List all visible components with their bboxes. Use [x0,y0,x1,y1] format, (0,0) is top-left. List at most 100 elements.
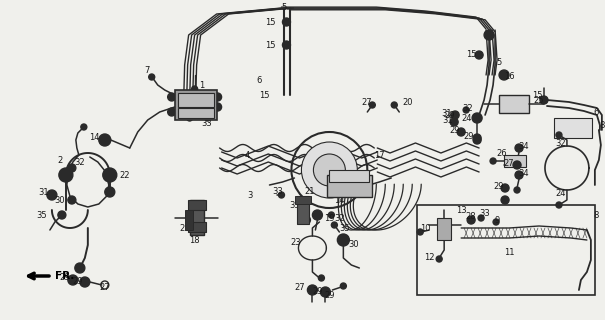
Circle shape [59,168,73,182]
Bar [298,196,309,224]
Circle shape [301,142,358,198]
Circle shape [369,102,375,108]
Text: 23: 23 [290,237,301,246]
Text: 1: 1 [199,81,204,90]
Circle shape [338,234,349,246]
Bar [554,118,592,138]
Text: 21: 21 [180,223,190,233]
Circle shape [80,277,90,287]
Text: 34: 34 [518,169,529,178]
Text: 31: 31 [39,188,49,196]
Circle shape [204,115,211,121]
Text: 24: 24 [462,114,473,123]
Text: 29: 29 [494,181,505,190]
Circle shape [102,137,108,143]
Circle shape [107,189,113,195]
Text: 21: 21 [304,187,315,196]
Circle shape [556,202,562,208]
Text: 35: 35 [339,223,350,233]
Text: 31: 31 [441,108,451,117]
Bar [185,210,192,230]
Circle shape [168,93,175,101]
Circle shape [490,158,496,164]
Circle shape [556,132,562,138]
Circle shape [478,215,484,221]
Circle shape [514,187,520,193]
Circle shape [451,111,459,119]
Bar [327,175,372,197]
Circle shape [81,124,87,130]
Circle shape [459,130,463,134]
Text: 7: 7 [144,66,149,75]
Circle shape [283,18,290,26]
Circle shape [540,96,548,104]
Text: 29: 29 [73,277,83,286]
Text: 3: 3 [247,190,252,199]
Circle shape [515,144,523,152]
Circle shape [58,211,66,219]
Circle shape [187,115,192,121]
Circle shape [283,41,290,49]
Circle shape [473,134,481,142]
Text: 15: 15 [260,91,270,100]
Text: 9: 9 [494,215,500,225]
Text: 31: 31 [442,116,453,124]
Circle shape [463,107,469,113]
Text: 2: 2 [57,156,62,164]
Circle shape [47,190,57,200]
Text: 15: 15 [466,50,476,59]
Text: 33: 33 [480,209,491,218]
Text: 32: 32 [555,139,566,148]
Circle shape [278,192,284,198]
Circle shape [484,30,494,40]
Circle shape [457,128,465,136]
Text: 32: 32 [462,103,473,113]
Circle shape [329,212,335,218]
Text: 28: 28 [466,212,476,220]
Text: 27: 27 [504,158,514,167]
Text: 6: 6 [257,76,262,84]
Text: 5: 5 [497,58,502,67]
Bar [499,95,529,113]
Bar [329,170,369,182]
Text: 31: 31 [296,218,307,227]
Circle shape [99,134,111,146]
Circle shape [103,168,117,182]
Circle shape [50,193,54,197]
Text: 27: 27 [294,283,305,292]
Text: 17: 17 [374,150,385,159]
Text: 4: 4 [245,150,250,159]
Text: 27: 27 [361,98,371,107]
Circle shape [192,86,198,92]
Circle shape [501,196,509,204]
Circle shape [214,103,221,111]
Text: 8: 8 [599,121,604,130]
Circle shape [341,237,346,243]
Text: 15: 15 [265,41,276,50]
Text: 29: 29 [60,274,70,283]
Text: 32: 32 [74,157,85,166]
Bar [417,205,595,295]
Text: 33: 33 [272,187,283,196]
Bar [295,196,312,204]
Text: 29: 29 [324,291,335,300]
Text: 30: 30 [54,196,65,204]
Text: 27: 27 [99,284,110,292]
Text: 29: 29 [444,110,454,119]
Circle shape [68,164,76,172]
Circle shape [499,70,509,80]
Text: 15: 15 [265,18,276,27]
Text: 18: 18 [189,236,200,244]
Circle shape [467,216,475,224]
Circle shape [474,116,480,121]
Circle shape [436,256,442,262]
Circle shape [493,219,499,225]
Bar [189,200,204,235]
Text: 8: 8 [593,211,598,220]
Bar [178,93,214,107]
Circle shape [318,275,324,281]
Bar [504,155,526,167]
Bar [188,200,206,210]
Text: 13: 13 [456,205,466,214]
Text: 33: 33 [201,118,212,127]
